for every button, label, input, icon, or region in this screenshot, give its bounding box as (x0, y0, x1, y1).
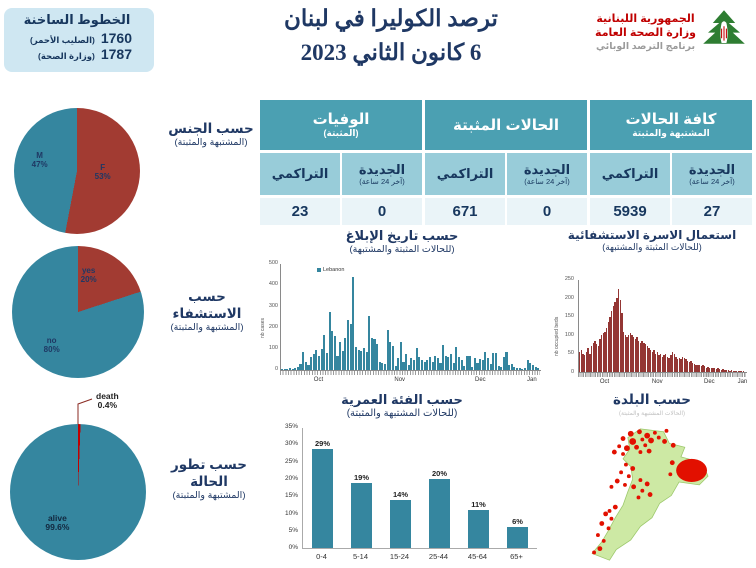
chart-subtitle: (للحالات المثبتة والمشتبهة) (349, 244, 455, 255)
hotlines-box: الخطوط الساخنة 1760 (الصليب الأحمر) 1787… (4, 8, 154, 72)
col-header-cumulative: التراكمي (260, 153, 340, 195)
logo-line1: الجمهورية اللبنانية (596, 13, 695, 25)
pie-section-hospitalization: yes 20% no 80% حسب الاستشفاء (المشتبهة وال… (0, 238, 256, 390)
cedar-tree-icon (700, 8, 748, 59)
hotline-number: 1787 (100, 46, 132, 62)
hotline-number: 1760 (100, 30, 132, 46)
slice-label-male: M 47% (31, 150, 48, 169)
y-axis-ticks: 500 400 300 200 100 0 (268, 260, 278, 373)
logo-line3: برنامج الترصد الوبائي (596, 41, 696, 52)
day-tick-strip (578, 373, 746, 377)
month-labels: Oct Nov Dec Jan (599, 379, 748, 385)
value-all-cumulative: 5939 (590, 198, 670, 225)
hotlines-title: الخطوط الساخنة (23, 12, 131, 27)
hotline-label: (الصليب الأحمر) (30, 35, 95, 45)
legend: Lebanon (317, 267, 344, 273)
group-title: الوفيات (312, 111, 370, 128)
hotline-label: (وزارة الصحة) (38, 51, 95, 61)
group-subtitle: المشتبهة والمثبتة (632, 128, 710, 138)
y-axis-ticks: 35% 30% 25% 20% 15% 10% 5% 0% (284, 423, 298, 552)
epi-bars-cases (281, 264, 541, 370)
group-header: الحالات المثبتة (425, 100, 587, 150)
slice-label-female: F 53% (94, 163, 111, 182)
table-group-deaths: الوفيات (المثبتة) الجديدة (آخر 24 ساعة) … (260, 100, 422, 225)
col-header-new: الجديدة (آخر 24 ساعة) (507, 153, 587, 195)
gender-pie-chart: M 47% F 53% (14, 108, 140, 234)
y-axis-ticks: 250 200 150 100 50 0 (564, 276, 574, 375)
outcome-pie-chart: alive 99.6% (10, 424, 146, 560)
death-leader-line (66, 396, 98, 431)
value-confirmed-new: 0 (507, 198, 587, 225)
page-title: ترصد الكوليرا في لبنان 6 كانون الثاني 20… (236, 2, 546, 70)
pie-section-outcome: death 0.4% alive 99.6% حسب تطور الحالة (ال… (0, 390, 256, 568)
chart-reporting-date: حسب تاريخ الإبلاغ (للحالات المثبتة والمش… (256, 228, 548, 392)
col-header-cumulative: التراكمي (425, 153, 505, 195)
group-subtitle: (المثبتة) (323, 128, 359, 138)
gender-section-label: حسب الجنس (المشتبهة والمثبتة) (168, 121, 254, 148)
value-confirmed-cumulative: 671 (425, 198, 505, 225)
table-group-all-cases: كافة الحالات المشتبهة والمثبتة الجديدة (… (590, 100, 752, 225)
chart-subtitle: (للحالات المثبتة والمشتبهة) (602, 242, 702, 252)
value-deaths-cumulative: 23 (260, 198, 340, 225)
logo-line2: وزارة الصحة العامة (595, 27, 696, 39)
map-subtitle: (الحالات المشتبهة والمثبتة) (618, 411, 686, 417)
group-title: الحالات المثبتة (453, 116, 559, 134)
chart-title: استعمال الاسرة الاستشفائية (567, 228, 737, 242)
legend-label: Lebanon (323, 267, 345, 273)
plot-area: Lebanon (280, 264, 541, 371)
plot-area: 29% 19% 14% 20% 11% 6% (302, 428, 537, 549)
map-title: حسب البلدة (613, 392, 691, 407)
summary-table: كافة الحالات المشتبهة والمثبتة الجديدة (… (260, 100, 752, 225)
ministry-logo: الجمهورية اللبنانية وزارة الصحة العامة ب… (595, 8, 748, 59)
hospitalization-pie-chart: yes 20% no 80% (12, 246, 144, 378)
page-title-line1: ترصد الكوليرا في لبنان (284, 6, 498, 31)
slice-label-death: death 0.4% (96, 391, 119, 410)
lebanon-map (591, 428, 709, 561)
chart-age-group: حسب الفئة العمرية (للحالات المشتبهة والم… (256, 392, 548, 568)
col-header-cumulative: التراكمي (590, 153, 670, 195)
epi-bars-beds (579, 280, 747, 372)
group-header: كافة الحالات المشتبهة والمثبتة (590, 100, 752, 150)
map-by-town: حسب البلدة (الحالات المشتبهة والمثبتة) (548, 392, 756, 568)
slice-label-no: no 80% (43, 335, 60, 354)
table-group-confirmed: الحالات المثبتة الجديدة (آخر 24 ساعة) ال… (425, 100, 587, 225)
hotline-moh: 1787 (وزارة الصحة) (8, 46, 146, 62)
ministry-logo-text: الجمهورية اللبنانية وزارة الصحة العامة ب… (595, 8, 696, 54)
slice-label-alive: alive 99.6% (45, 512, 70, 532)
value-all-new: 27 (672, 198, 752, 225)
value-deaths-new: 0 (342, 198, 422, 225)
col-header-new: الجديدة (آخر 24 ساعة) (342, 153, 422, 195)
day-tick-strip (280, 371, 540, 375)
hotline-red-cross: 1760 (الصليب الأحمر) (8, 30, 146, 46)
age-x-labels: 0-4 5-14 15-24 25-44 45-64 65+ (316, 552, 523, 561)
group-title: كافة الحالات (625, 111, 717, 128)
col-header-new: الجديدة (آخر 24 ساعة) (672, 153, 752, 195)
page-title-line2: 6 كانون الثاني 2023 (300, 40, 482, 65)
month-labels: Oct Nov Dec Jan (313, 377, 537, 383)
chart-title: حسب تاريخ الإبلاغ (345, 228, 459, 243)
chart-title: حسب الفئة العمرية (341, 392, 463, 407)
legend-swatch (317, 268, 321, 272)
group-header: الوفيات (المثبتة) (260, 100, 422, 150)
pie-section-gender: M 47% F 53% حسب الجنس (المشتبهة والمثبتة) (0, 100, 256, 238)
plot-area (578, 280, 747, 373)
outcome-section-label: حسب تطور الحالة (المشتبهة والمثبتة) (171, 457, 247, 501)
slice-label-yes: yes 20% (80, 265, 97, 284)
hospitalization-section-label: حسب الاستشفاء (المشتبهة والمثبتة) (170, 289, 244, 333)
chart-bed-occupancy: استعمال الاسرة الاستشفائية (للحالات المث… (548, 228, 756, 392)
chart-subtitle: (للحالات المشتبهة والمثبتة) (346, 408, 458, 419)
age-bars: 29% 19% 14% 20% 11% 6% (303, 428, 537, 548)
